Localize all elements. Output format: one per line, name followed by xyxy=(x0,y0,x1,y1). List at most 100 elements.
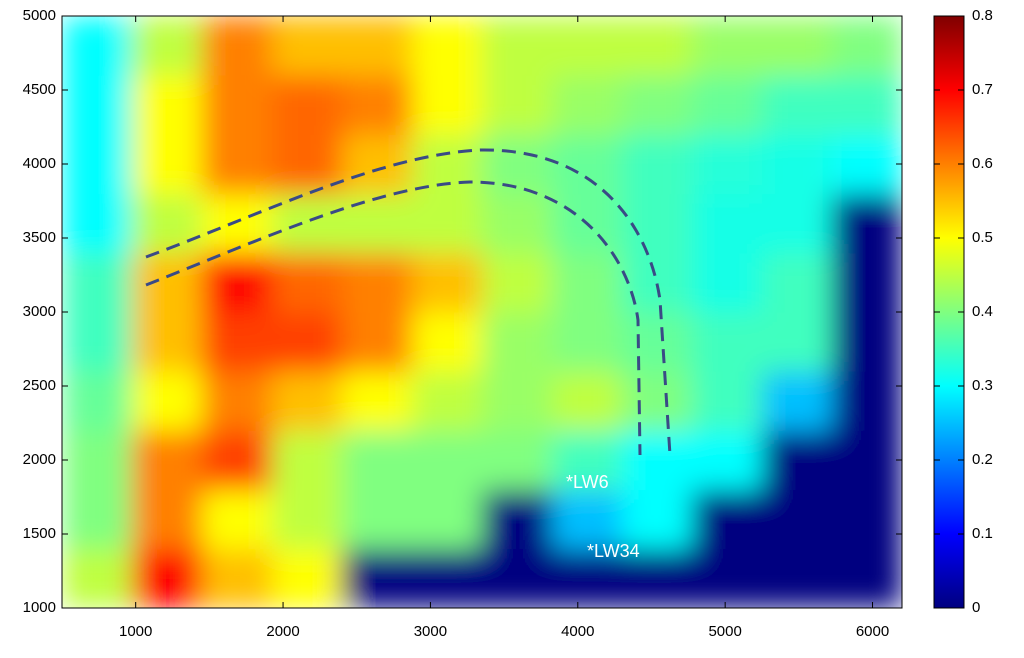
heat-cell xyxy=(832,75,902,135)
heat-cell xyxy=(132,193,203,254)
heat-cell xyxy=(342,75,413,135)
heat-cell xyxy=(832,16,902,76)
x-tick-label: 2000 xyxy=(266,623,299,640)
heat-cell xyxy=(62,252,133,313)
heat-cell xyxy=(132,312,203,372)
heat-cell xyxy=(622,252,693,313)
colorbar-tick-label: 0.2 xyxy=(972,451,993,468)
heat-cell xyxy=(132,134,203,195)
y-tick-label: 3500 xyxy=(23,229,56,246)
heat-cell xyxy=(762,489,833,550)
heat-cell xyxy=(692,193,763,254)
heat-cell xyxy=(762,252,833,313)
heat-cell xyxy=(342,16,413,76)
heat-cell xyxy=(342,371,413,431)
heat-cell xyxy=(132,489,203,550)
heat-cell xyxy=(692,252,763,313)
colorbar-tick-label: 0 xyxy=(972,599,980,616)
heat-cell xyxy=(202,312,273,372)
heat-cell xyxy=(832,430,902,491)
heat-cell xyxy=(832,312,902,372)
heat-cell xyxy=(482,548,553,608)
colorbar-tick-label: 0.4 xyxy=(972,303,993,320)
heat-cell xyxy=(342,193,413,254)
heat-cell xyxy=(202,16,273,76)
y-tick-label: 4500 xyxy=(23,81,56,98)
heat-cell xyxy=(552,75,623,135)
heat-cell xyxy=(202,430,273,491)
y-tick-label: 2500 xyxy=(23,377,56,394)
heat-cell xyxy=(62,75,133,135)
heat-cell xyxy=(62,548,133,608)
route-line xyxy=(145,148,672,456)
heat-cell xyxy=(762,430,833,491)
heat-cell xyxy=(692,489,763,550)
heat-cell xyxy=(622,134,693,195)
heat-cell xyxy=(272,430,343,491)
heat-cell xyxy=(202,548,273,608)
heat-cell xyxy=(62,371,133,431)
heat-cell xyxy=(272,312,343,372)
heat-cell xyxy=(412,75,483,135)
heat-cell xyxy=(272,371,343,431)
heat-cell xyxy=(622,75,693,135)
heatmap-cells xyxy=(62,16,902,608)
heat-cell xyxy=(272,252,343,313)
heat-cell xyxy=(762,193,833,254)
colorbar-tick-label: 0.5 xyxy=(972,229,993,246)
heat-cell xyxy=(202,252,273,313)
heat-cell xyxy=(202,371,273,431)
heat-cell xyxy=(692,548,763,608)
heat-cell xyxy=(622,430,693,491)
heat-cell xyxy=(482,16,553,76)
x-tick-label: 1000 xyxy=(119,623,152,640)
heat-cell xyxy=(622,489,693,550)
dashed-route xyxy=(145,148,672,456)
heat-cell xyxy=(692,312,763,372)
annotation: *LW6 xyxy=(566,472,609,492)
heat-cell xyxy=(202,193,273,254)
y-tick-label: 5000 xyxy=(23,7,56,24)
heat-cell xyxy=(482,312,553,372)
heat-cell xyxy=(412,193,483,254)
heat-cell xyxy=(412,489,483,550)
heat-cell xyxy=(272,489,343,550)
heat-cell xyxy=(482,75,553,135)
heat-cell xyxy=(692,16,763,76)
x-tick-label: 3000 xyxy=(414,623,447,640)
heat-cell xyxy=(622,16,693,76)
heat-cell xyxy=(202,489,273,550)
heat-cell xyxy=(552,371,623,431)
heat-cell xyxy=(272,193,343,254)
heat-cell xyxy=(552,252,623,313)
heat-cell xyxy=(412,16,483,76)
heat-cell xyxy=(342,252,413,313)
heat-cell xyxy=(132,75,203,135)
heat-cell xyxy=(622,548,693,608)
heat-cell xyxy=(412,548,483,608)
y-tick-label: 3000 xyxy=(23,303,56,320)
heat-cell xyxy=(132,371,203,431)
heat-cell xyxy=(272,16,343,76)
heat-cell xyxy=(412,430,483,491)
heat-cell xyxy=(622,193,693,254)
heat-cell xyxy=(552,430,623,491)
colorbar-tick-label: 0.8 xyxy=(972,7,993,24)
heat-cell xyxy=(692,75,763,135)
heat-cell xyxy=(342,489,413,550)
heat-cell xyxy=(482,134,553,195)
heat-cell xyxy=(62,489,133,550)
heat-cell xyxy=(202,134,273,195)
heat-cell xyxy=(412,252,483,313)
heat-cell xyxy=(62,312,133,372)
heat-cell xyxy=(272,75,343,135)
heat-cell xyxy=(342,548,413,608)
heat-cell xyxy=(552,548,623,608)
heatmap xyxy=(62,16,902,608)
colorbar-tick-label: 0.7 xyxy=(972,81,993,98)
y-tick-label: 1000 xyxy=(23,599,56,616)
heat-cell xyxy=(482,489,553,550)
heat-cell xyxy=(762,75,833,135)
heat-cell xyxy=(692,371,763,431)
